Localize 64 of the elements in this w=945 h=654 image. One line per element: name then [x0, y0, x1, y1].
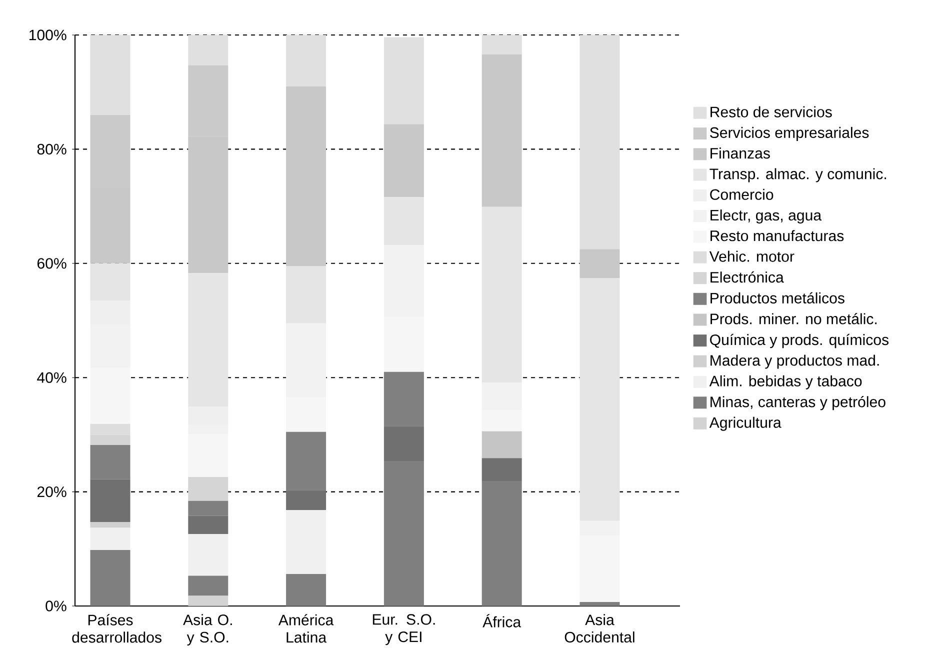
- legend-label: Productos metálicos: [710, 292, 844, 304]
- legend-label: Resto manufacturas: [710, 230, 844, 242]
- bar: [384, 372, 424, 426]
- bar: [384, 426, 424, 461]
- bar: [286, 266, 326, 324]
- y-tick-label: 20%: [37, 486, 66, 498]
- bar: [482, 431, 522, 458]
- legend-label: Alim. bebidas y tabaco: [709, 375, 862, 390]
- legend-label: Servicios empresariales: [710, 126, 869, 141]
- bar: [90, 528, 130, 550]
- legend-label: Resto de servicios: [710, 106, 832, 118]
- y-tick-label: 100%: [29, 30, 66, 40]
- bar: [384, 460, 424, 606]
- bar: [90, 522, 130, 528]
- legend-label: Comercio: [710, 188, 774, 200]
- bar: [580, 35, 620, 250]
- y-tick-label: 80%: [37, 144, 66, 155]
- bar: [384, 37, 424, 124]
- bar: [90, 479, 130, 522]
- bar: [286, 432, 326, 490]
- bar: [482, 458, 522, 481]
- x-tick-label: Asia Occidental: [564, 614, 634, 643]
- bar: [482, 54, 522, 207]
- legend-label: Agricultura: [709, 416, 782, 431]
- bar: [188, 500, 228, 516]
- bar: [286, 490, 326, 510]
- bar: [384, 197, 424, 246]
- bar: [188, 534, 228, 576]
- x-tick-label: África: [482, 614, 522, 628]
- x-tick-label: Eur. S.O. y CEI: [372, 614, 435, 646]
- bar: [188, 596, 228, 606]
- legend-label: Minas, canteras y petróleo: [710, 396, 886, 410]
- legend-label: Finanzas: [710, 148, 770, 159]
- legend-label: Química y prods. químicos: [710, 334, 889, 348]
- bar: [384, 124, 424, 198]
- y-tick-label: 60%: [37, 258, 66, 269]
- x-tick-label: América Latina: [278, 614, 334, 643]
- bar: [188, 516, 228, 534]
- bar: [286, 86, 326, 266]
- legend-label: Electrónica: [710, 271, 784, 283]
- y-tick-label: 0%: [46, 600, 66, 612]
- bar: [286, 510, 326, 574]
- legend-label: Vehic. motor: [709, 250, 794, 262]
- bar: [90, 550, 130, 606]
- legend-label: Madera y productos mad.: [710, 354, 879, 369]
- legend-label: Transp. almac. y comunic.: [710, 168, 886, 182]
- bar: [482, 35, 522, 54]
- bar: [90, 444, 130, 480]
- x-tick-label: Países desarrollados: [72, 614, 162, 643]
- bar: [188, 35, 228, 66]
- legend-label: Prods. miner. no metálic.: [710, 313, 877, 324]
- bar: [188, 476, 228, 501]
- bar: [580, 602, 620, 606]
- bar: [90, 35, 130, 115]
- bar: [580, 249, 620, 278]
- legend-label: Electr, gas, agua: [710, 209, 822, 224]
- bar: [482, 206, 522, 383]
- bar: [482, 480, 522, 606]
- bar: [286, 35, 326, 86]
- bar: [188, 576, 228, 596]
- bar: [580, 278, 620, 521]
- bar: [286, 574, 326, 606]
- x-tick-label: Asia O. y S.O.: [183, 614, 232, 646]
- y-tick-label: 40%: [37, 372, 66, 383]
